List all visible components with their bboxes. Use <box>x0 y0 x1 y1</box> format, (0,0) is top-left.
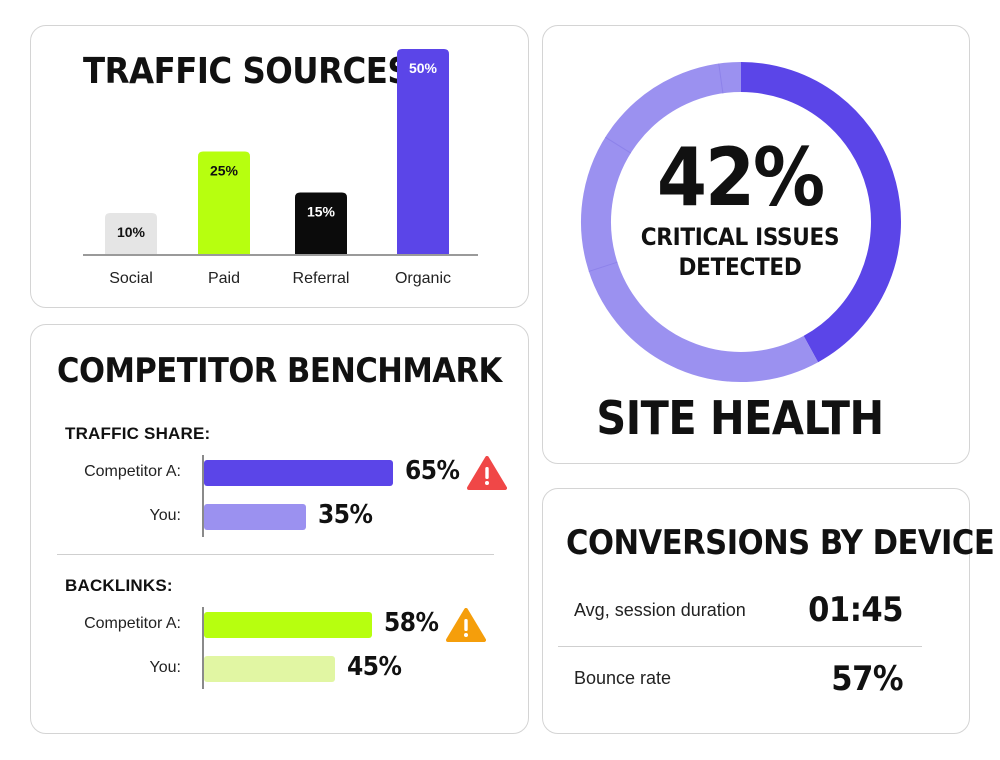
competitor-benchmark-card: COMPETITOR BENCHMARK TRAFFIC SHARE: Comp… <box>30 324 529 734</box>
donut-separator-0 <box>588 261 618 272</box>
bounce-rate-label: Bounce rate <box>574 668 672 688</box>
traffic-share-axis <box>202 455 204 537</box>
donut-separator-2 <box>718 63 724 94</box>
traffic-category-social: Social <box>109 270 153 287</box>
donut-separator-1 <box>605 136 632 154</box>
traffic-bar-value-organic: 50% <box>409 60 438 76</box>
traffic-share-heading: TRAFFIC SHARE: <box>65 424 211 443</box>
donut-slice-critical <box>740 62 901 363</box>
traffic-category-referral: Referral <box>293 270 350 287</box>
caution-warning-icon <box>446 608 486 642</box>
traffic-sources-card: TRAFFIC SOURCES 10% Social 25% Paid 15% Refer… <box>30 25 529 308</box>
backlinks-heading: BACKLINKS: <box>65 576 173 595</box>
traffic-category-paid: Paid <box>208 270 240 287</box>
traffic-share-competitor-value: 65% <box>405 456 460 486</box>
backlinks-competitor-bar <box>204 612 372 638</box>
traffic-bar-value-paid: 25% <box>210 163 239 179</box>
site-health-donut <box>581 62 901 382</box>
traffic-bar-organic <box>397 49 449 254</box>
site-health-line1: CRITICAL ISSUES <box>640 223 840 251</box>
site-health-line2: DETECTED <box>678 253 802 281</box>
traffic-share-you-label: You: <box>149 507 181 524</box>
traffic-share-competitor-label: Competitor A: <box>84 463 181 480</box>
traffic-bar-value-referral: 15% <box>307 204 336 220</box>
backlinks-axis <box>202 607 204 689</box>
avg-session-label: Avg, session duration <box>574 600 746 620</box>
site-health-percent: 42% <box>656 131 825 224</box>
traffic-bar-referral <box>295 192 347 254</box>
avg-session-value: 01:45 <box>808 590 903 630</box>
traffic-share-you-bar <box>204 504 306 530</box>
traffic-sources-title: TRAFFIC SOURCES <box>83 51 411 92</box>
traffic-share-competitor-bar <box>204 460 393 486</box>
backlinks-you-label: You: <box>149 659 181 676</box>
critical-warning-icon <box>467 456 507 490</box>
bounce-rate-value: 57% <box>831 659 903 699</box>
traffic-bar-paid <box>198 151 250 254</box>
conversions-title: CONVERSIONS BY DEVICE <box>566 523 995 563</box>
traffic-bar-social <box>105 213 157 254</box>
conversions-card: CONVERSIONS BY DEVICE Avg, session durat… <box>542 488 995 734</box>
traffic-category-organic: Organic <box>395 270 451 287</box>
benchmark-divider <box>57 554 494 555</box>
conversions-divider <box>558 646 922 647</box>
benchmark-title: COMPETITOR BENCHMARK <box>57 351 502 391</box>
backlinks-you-bar <box>204 656 335 682</box>
backlinks-competitor-label: Competitor A: <box>84 615 181 632</box>
site-health-title: SITE HEALTH <box>596 391 884 445</box>
donut-slice-other <box>581 62 819 382</box>
site-health-card: 42% CRITICAL ISSUES DETECTED SITE HEALTH <box>542 25 970 464</box>
traffic-sources-chart: 10% Social 25% Paid 15% Referral 50% Organic <box>83 49 478 287</box>
traffic-share-you-value: 35% <box>318 500 373 530</box>
backlinks-competitor-value: 58% <box>384 608 439 638</box>
backlinks-you-value: 45% <box>347 652 402 682</box>
traffic-bar-value-social: 10% <box>117 224 146 240</box>
